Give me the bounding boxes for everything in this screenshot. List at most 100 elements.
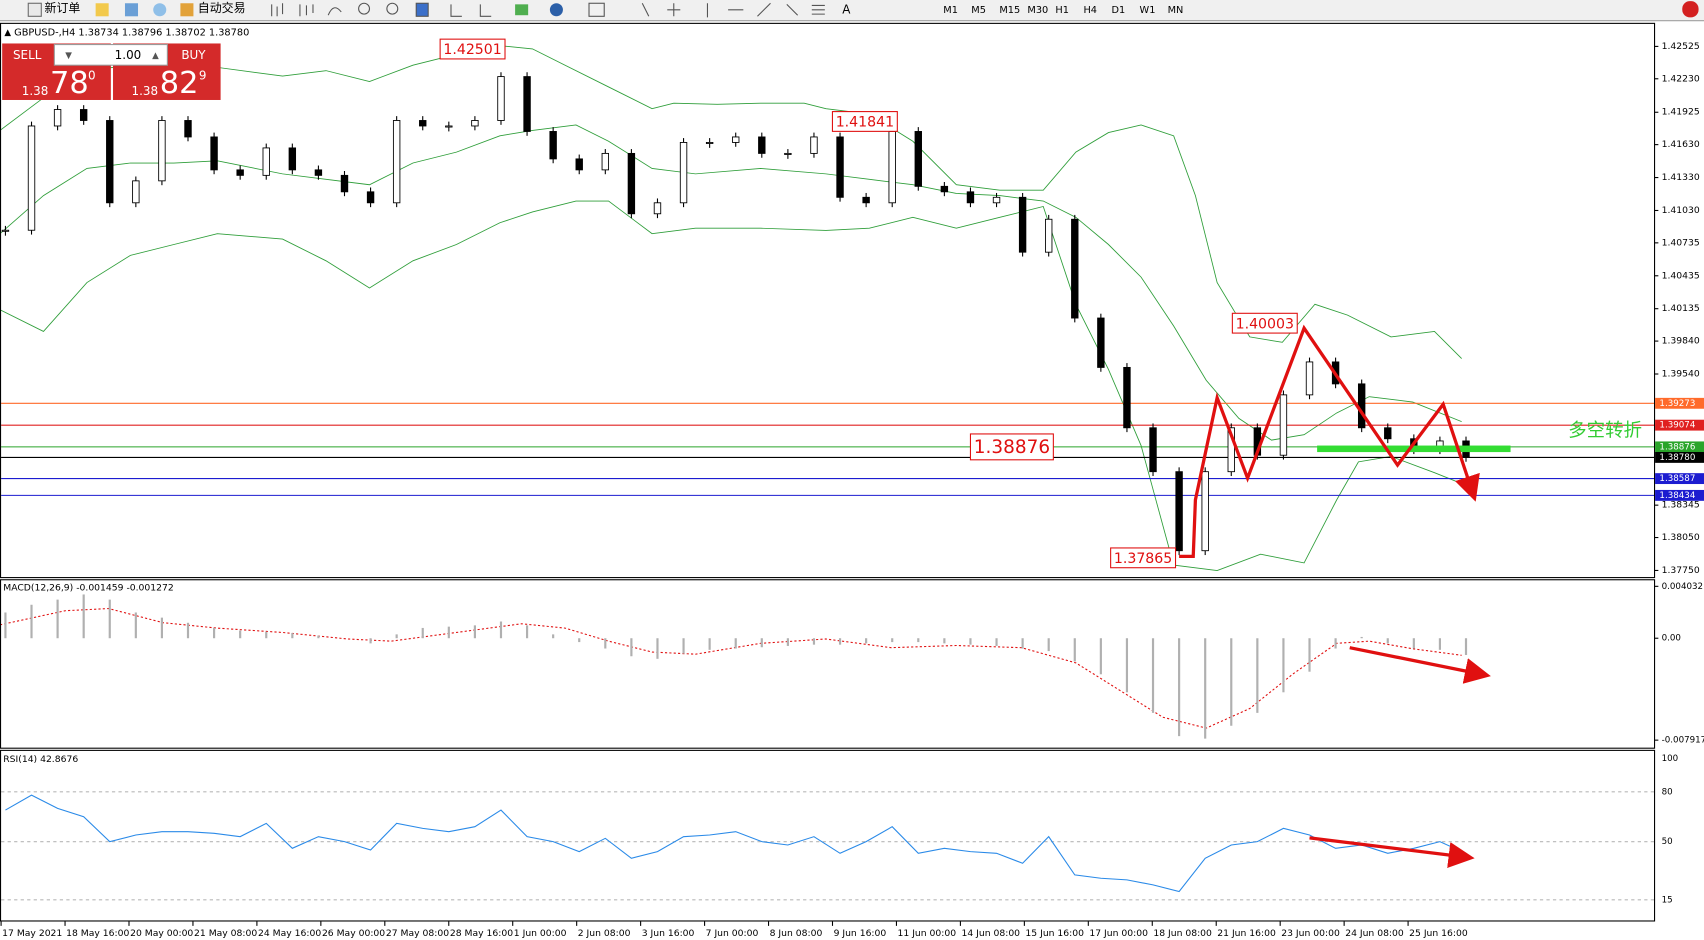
toolbar-icon[interactable] <box>153 3 167 17</box>
x-tick-label: 17 Jun 00:00 <box>1089 928 1148 939</box>
x-tick-label: 1 Jun 00:00 <box>514 928 567 939</box>
candle <box>1018 196 1027 253</box>
y-tick-label: 50 <box>1662 837 1673 847</box>
candle <box>836 136 844 198</box>
candle <box>1097 317 1105 368</box>
y-tick-label: 1.39540 <box>1662 369 1700 380</box>
auto-trading-icon[interactable] <box>180 3 194 17</box>
timeframe-button[interactable]: W1 <box>1140 5 1156 16</box>
buy-price-prefix: 1.38 <box>131 84 158 98</box>
lot-value[interactable]: 1.00 <box>115 48 142 62</box>
candle <box>732 136 740 143</box>
price-annotation: 1.41841 <box>836 115 894 131</box>
candle <box>262 147 270 176</box>
support-highlight <box>1317 445 1511 453</box>
level-label: 1.38780 <box>1659 453 1695 463</box>
candle <box>79 109 88 121</box>
level-label: 1.38876 <box>1659 442 1695 452</box>
symbol-header: GBPUSD-,H4 1.38734 1.38796 1.38702 1.387… <box>14 28 249 39</box>
lot-up[interactable]: ▲ <box>152 51 159 61</box>
candle <box>1357 383 1366 429</box>
candle <box>366 191 375 204</box>
bb-middle <box>0 124 1462 441</box>
timeframe-button[interactable]: M5 <box>971 5 986 16</box>
timeframe-button[interactable]: D1 <box>1112 5 1126 16</box>
candle <box>1279 394 1288 456</box>
sell-button[interactable]: SELL <box>13 48 42 62</box>
x-tick-label: 9 Jun 16:00 <box>834 928 887 939</box>
x-tick-label: 28 May 16:00 <box>450 928 513 939</box>
candle <box>758 136 766 154</box>
new-order-button[interactable]: 新订单 <box>45 0 81 15</box>
new-order-icon[interactable] <box>27 2 42 17</box>
timeframe-button[interactable]: H4 <box>1083 5 1097 16</box>
x-tick-label: 2 Jun 08:00 <box>578 928 631 939</box>
rsi-panel <box>1 791 1655 901</box>
candle <box>1175 471 1183 552</box>
axes: 1.42525 1.42230 1.41925 1.41630 1.41330 1.410… <box>0 41 1704 939</box>
y-tick-label: 1.37750 <box>1662 565 1700 576</box>
x-tick-label: 11 Jun 00:00 <box>898 928 957 939</box>
candle <box>314 169 323 176</box>
candle <box>340 174 349 193</box>
x-tick-label: 17 May 2021 <box>2 928 62 939</box>
y-tick-label: 1.40135 <box>1662 303 1700 314</box>
candle <box>1227 427 1235 473</box>
x-tick-label: 24 May 16:00 <box>258 928 321 939</box>
candle <box>601 152 610 171</box>
level-tag <box>1655 441 1704 453</box>
y-tick-label: 0.00 <box>1662 634 1681 644</box>
buy-price-sup: 9 <box>199 69 207 83</box>
x-tick-label: 18 May 16:00 <box>66 928 129 939</box>
chart-background <box>0 22 1704 940</box>
buy-price-big: 82 <box>160 66 199 101</box>
timeframe-button[interactable]: H1 <box>1055 5 1069 16</box>
y-tick-label: 1.42525 <box>1662 41 1700 52</box>
y-tick-label: 100 <box>1662 754 1679 764</box>
candle <box>653 202 662 215</box>
timeframe-button[interactable]: M15 <box>999 5 1020 16</box>
candle <box>940 185 949 193</box>
y-tick-label: 1.41630 <box>1662 139 1700 150</box>
x-tick-label: 14 Jun 08:00 <box>961 928 1020 939</box>
timeframe-button[interactable]: M1 <box>943 5 958 16</box>
y-tick-label: 1.38345 <box>1662 500 1700 511</box>
price-annotation-box <box>831 111 898 132</box>
price-annotation-box <box>969 433 1054 461</box>
candle <box>1149 427 1157 473</box>
lot-input[interactable] <box>53 44 168 66</box>
x-tick-label: 27 May 08:00 <box>386 928 449 939</box>
macd-panel <box>4 594 1468 739</box>
x-tick-label: 25 Jun 16:00 <box>1409 928 1468 939</box>
candle <box>1384 427 1392 440</box>
candle <box>288 147 297 171</box>
y-tick-label: 1.38050 <box>1662 532 1700 543</box>
candle <box>1071 218 1079 319</box>
candle <box>810 136 818 154</box>
x-tick-label: 26 May 00:00 <box>322 928 385 939</box>
candle <box>392 120 401 204</box>
timeframe-button[interactable]: MN <box>1168 5 1184 16</box>
x-tick-label: 15 Jun 16:00 <box>1025 928 1084 939</box>
auto-trading-button[interactable]: 自动交易 <box>198 0 246 15</box>
candle <box>471 120 479 127</box>
candle <box>679 142 688 204</box>
level-tag <box>1655 473 1704 485</box>
buy-button[interactable]: BUY <box>181 48 206 62</box>
notification-badge[interactable] <box>1682 1 1699 18</box>
level-tag <box>1655 489 1704 501</box>
text-tool[interactable]: A <box>842 2 851 16</box>
toolbar-tools <box>271 2 825 18</box>
collapse-arrow[interactable]: ▲ <box>4 28 11 38</box>
y-tick-label: 1.39840 <box>1662 336 1700 347</box>
candle <box>106 120 114 204</box>
candle <box>445 125 453 128</box>
toolbar-icon[interactable] <box>95 3 109 17</box>
y-tick-label: 1.40435 <box>1662 270 1700 281</box>
lot-down[interactable]: ▼ <box>65 51 72 61</box>
candle <box>966 191 975 204</box>
toolbar-icon[interactable] <box>124 3 139 17</box>
candle <box>210 136 218 171</box>
timeframe-button[interactable]: M30 <box>1027 5 1048 16</box>
